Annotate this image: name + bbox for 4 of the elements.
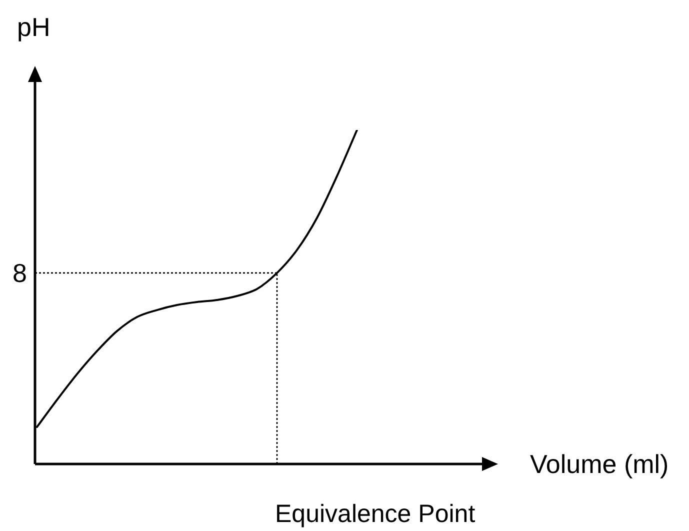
y-axis-title: pH [17, 12, 50, 42]
text: Equivalence Point [275, 500, 476, 529]
text: Volume (ml) [530, 449, 669, 479]
annotation: 8 [12, 258, 27, 288]
